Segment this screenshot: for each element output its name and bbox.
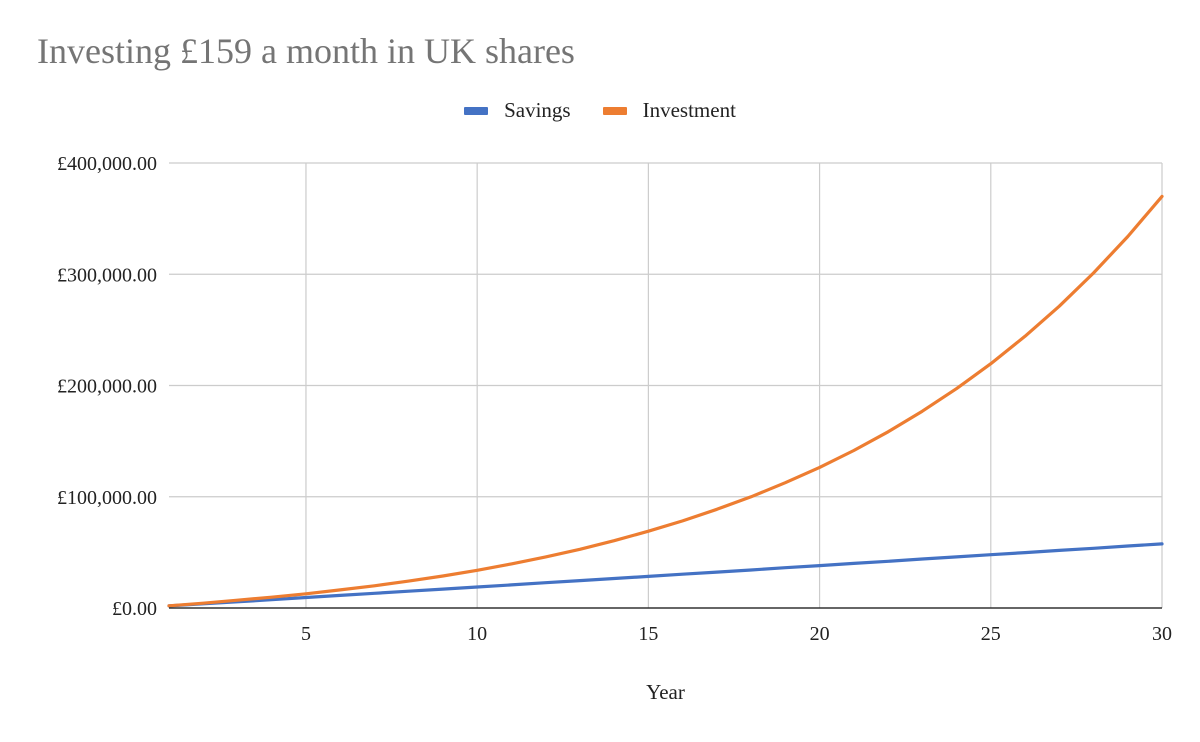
chart-title: Investing £159 a month in UK shares — [37, 31, 575, 71]
legend-label-investment: Investment — [642, 98, 736, 122]
x-axis-title: Year — [646, 680, 685, 704]
x-tick-label-3: 20 — [810, 623, 830, 645]
legend-item-savings[interactable]: Savings — [464, 98, 571, 123]
y-tick-label-3: £300,000.00 — [57, 264, 157, 286]
series-line-savings — [167, 542, 1164, 608]
legend: Savings Investment — [0, 98, 1200, 123]
y-tick-label-4: £400,000.00 — [57, 153, 157, 175]
legend-item-investment[interactable]: Investment — [602, 98, 736, 123]
legend-swatch-savings — [464, 106, 489, 115]
y-tick-label-2: £200,000.00 — [57, 376, 157, 398]
x-tick-label-5: 30 — [1152, 623, 1172, 645]
x-tick-label-0: 5 — [301, 623, 311, 645]
x-tick-label-1: 10 — [467, 623, 487, 645]
series-line-investment — [167, 194, 1164, 608]
x-tick-label-4: 25 — [981, 623, 1001, 645]
y-tick-label-1: £100,000.00 — [57, 487, 157, 509]
y-tick-label-0: £0.00 — [112, 598, 157, 620]
legend-swatch-investment — [602, 106, 627, 115]
legend-label-savings: Savings — [504, 98, 571, 122]
x-tick-label-2: 15 — [638, 623, 658, 645]
